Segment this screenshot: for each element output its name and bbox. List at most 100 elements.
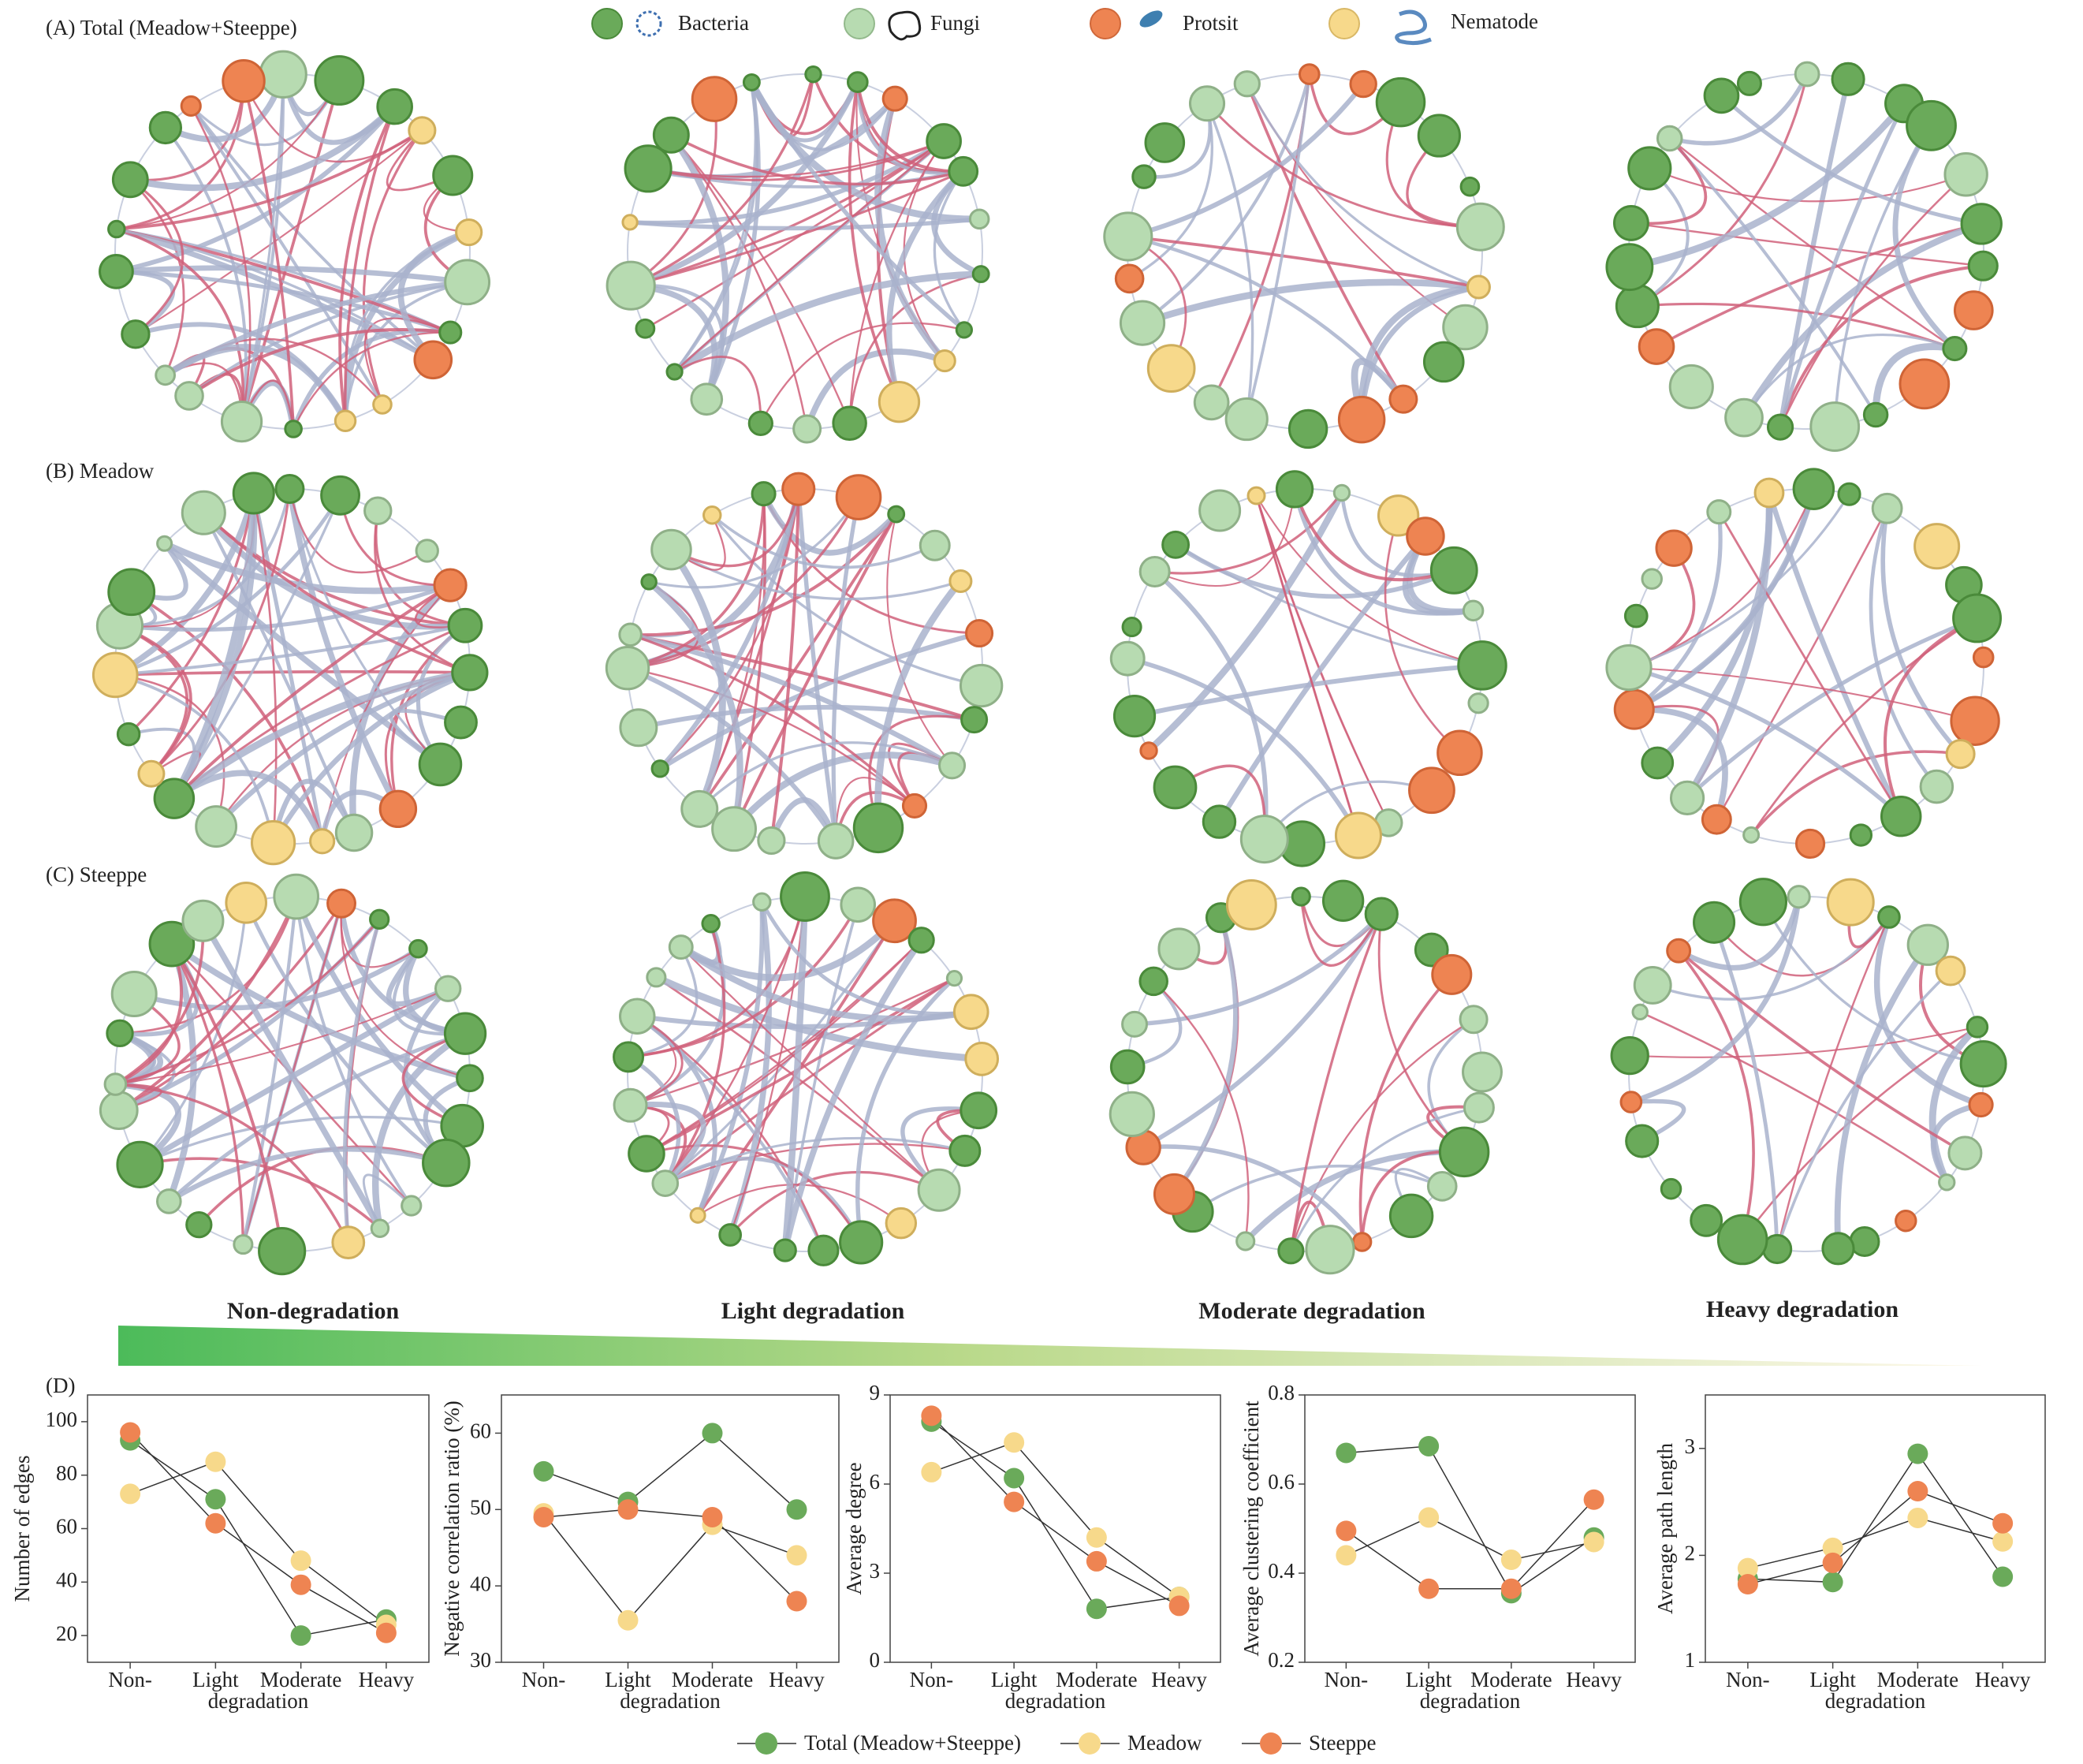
network-edge [114,673,275,844]
network-node [1442,304,1489,351]
network-edge [629,632,954,768]
network-node [116,722,141,747]
network-node [1826,878,1875,927]
y-axis-label: Negative correlation ratio (%) [440,1400,464,1657]
network-edge [240,74,285,422]
network-node [1666,938,1692,964]
network-edge [729,1170,940,1236]
network-node [222,58,266,103]
network-edge [673,82,759,373]
network-edge [1142,1144,1364,1244]
data-point [1500,1550,1522,1571]
network-edge [1358,283,1479,420]
network-node [1139,741,1158,760]
legend: Total (Meadow+Steeppe) Meadow Steeppe [737,1731,1376,1755]
network-edge [1172,916,1239,1196]
line-chart: 1 2 3 Non- Light Moderate Heavy degradation Aver… [1653,1394,2046,1713]
y-tick-label: 60 [56,1515,77,1538]
network-edge [1684,492,1773,800]
x-tick-label: Moderate [672,1668,753,1691]
network-edge [1668,137,1956,350]
network-node [1716,1214,1768,1266]
network-edge [1246,83,1479,289]
network-edge [1884,617,1978,817]
network [1605,61,2003,452]
network-edge [1384,515,1461,754]
network-node [1655,529,1693,567]
network-node [1619,1091,1643,1113]
network-edge [363,317,451,405]
network-node [309,828,336,855]
plot-frame [889,1394,1221,1663]
network-node [747,410,773,437]
network-node [1246,486,1266,505]
network-edge [362,129,423,405]
network-edge [1255,495,1390,823]
network-edge [293,331,451,430]
x-axis-label: degradation [1005,1689,1106,1713]
network-node [434,975,462,1002]
network-node [1612,204,1649,241]
network-edge [1127,235,1479,289]
network-edge [1637,73,1809,308]
network-edge [1245,73,1311,420]
network-node [1121,1010,1149,1038]
network-node [1388,384,1418,414]
network-node [1225,878,1277,930]
network-node [1945,739,1976,770]
network-edge [1716,508,1888,820]
plot-frame [1705,1394,2046,1663]
data-point [205,1512,226,1534]
network-node [148,110,183,145]
network-node [1919,769,1954,804]
network-edge [1377,913,1466,1153]
x-axis-label: degradation [1420,1689,1521,1713]
network-edge [630,513,898,637]
network-edge [647,579,743,830]
x-tick-label: Moderate [1056,1668,1137,1691]
network-node [433,568,468,602]
network-edge [1134,912,1384,1027]
network-node [1299,63,1321,85]
network-node [121,319,151,349]
network-node [1627,146,1672,191]
network-node [1794,828,1826,860]
network-edge [116,269,176,337]
x-tick-label: Heavy [769,1668,825,1691]
network-edge [202,512,356,834]
y-tick-label: 50 [470,1495,491,1519]
network-node [174,381,204,411]
network-node [650,759,669,778]
network-edge [1630,222,1984,267]
network-node [887,505,906,524]
network-node [1193,384,1230,421]
network-edge [240,74,285,423]
network-edge [638,704,975,730]
network-edge [1174,764,1266,840]
network-node [1109,1049,1146,1085]
network-node [1321,879,1365,922]
network-node [1429,546,1478,595]
network-node [926,123,962,159]
network-edge [286,488,401,811]
legend-icon [635,10,662,37]
network-node [606,260,656,311]
network-node [960,706,989,734]
network-edge [190,105,252,422]
network-node [444,259,491,306]
data-point [1907,1443,1928,1464]
network-node [401,1195,423,1217]
x-tick-label: Light [1406,1668,1452,1691]
network-node [111,161,149,199]
network-edge [129,104,397,192]
network-node [807,1234,840,1266]
network-edge [670,488,800,568]
y-tick-label: 6 [870,1470,881,1494]
network-node [919,529,951,561]
network-node [107,219,126,239]
network-node [181,490,226,535]
network-node [408,938,428,959]
network-node [1953,290,1994,330]
data-point [533,1460,554,1482]
network-node [1388,1193,1434,1239]
